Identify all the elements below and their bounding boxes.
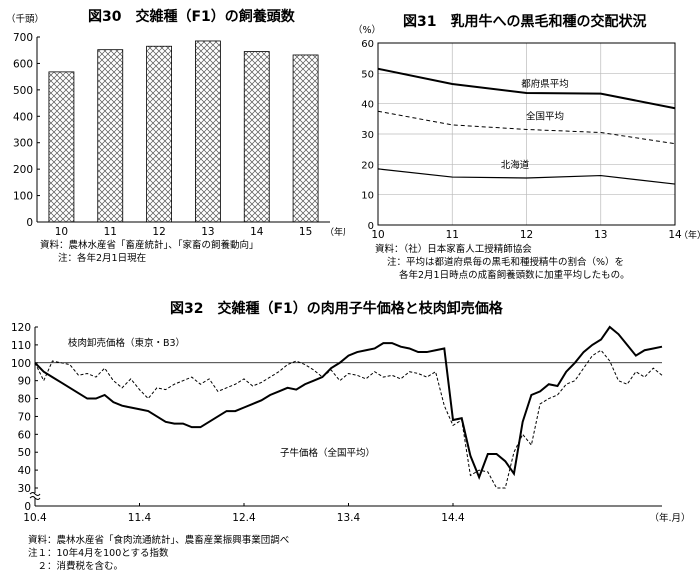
x-unit-label: （年.月） — [649, 512, 690, 524]
y-tick-label: 110 — [11, 340, 31, 352]
figure-32-chart: 0 30 40 50 60 70 80 90 100 110 120 10.4 11.4 12.4 13.4… — [11, 322, 691, 524]
bar — [243, 51, 270, 223]
y-tick-label: 120 — [11, 322, 31, 334]
figure-30-note: 注：各年2月1日現在 — [58, 253, 147, 264]
figure-32-source: 資料：農林水産省「食肉流通統計」、農畜産業振興事業団調べ — [28, 535, 290, 546]
y-tick-label: 60 — [361, 39, 374, 50]
figure-31-chart: 01020304050601011121314（%）（年）都府県平均全国平均北海… — [353, 24, 700, 241]
series-label: 枝肉卸売価格（東京・B3） — [68, 337, 185, 349]
y-unit-label: （千頭） — [6, 13, 44, 25]
figure-32-note-1: 注１：10年4月を100とする指数 — [28, 548, 169, 559]
y-tick-label: 30 — [18, 483, 31, 495]
x-tick-label: 10 — [55, 226, 68, 238]
figure-31-note-1: 注：平均は都道府県毎の黒毛和種授精牛の割合（%）を — [387, 257, 625, 268]
x-tick-label: 14.4 — [441, 512, 465, 524]
y-tick-label: 90 — [18, 376, 31, 388]
x-tick-label: 15 — [299, 226, 312, 238]
series-label: 全国平均 — [526, 110, 564, 122]
bar — [48, 71, 75, 223]
y-tick-label: 700 — [13, 32, 33, 44]
y-tick-label: 100 — [11, 358, 31, 370]
x-tick-label: 14 — [250, 226, 264, 238]
x-tick-label: 14 — [668, 229, 682, 241]
figure-30-chart: 0 100 200 300 400 500 600 700 （千頭） 10 11 12 13 14 15 （年… — [6, 13, 345, 238]
series-line — [34, 349, 663, 489]
series-line — [377, 168, 676, 185]
x-tick-label: 12 — [152, 226, 165, 238]
y-tick-label: 70 — [18, 411, 31, 423]
x-tick-label: 12.4 — [232, 512, 256, 524]
y-tick-label: 600 — [13, 58, 33, 70]
y-tick-label: 200 — [13, 164, 33, 176]
x-tick-label: 10.4 — [23, 512, 47, 524]
figure-32: 図32 交雑種（F1）の肉用子牛価格と枝肉卸売価格 0 30 40 50 60 70 80 9… — [0, 290, 700, 582]
series-label: 北海道 — [501, 159, 530, 171]
y-tick-label: 500 — [13, 85, 33, 97]
y-tick-label: 50 — [361, 69, 374, 80]
figure-31-title: 図31 乳用牛への黒毛和種の交配状況 — [403, 14, 647, 30]
figure-32-note-2: ２：消費税を含む。 — [28, 561, 124, 572]
figure-30-source: 資料：農林水産省「畜産統計」、「家畜の飼養動向」 — [40, 240, 259, 251]
series-label: 都府県平均 — [521, 78, 569, 90]
x-tick-label: 11 — [446, 229, 459, 241]
x-tick-label: 13.4 — [337, 512, 361, 524]
x-tick-label: 13 — [201, 226, 214, 238]
figure-31: 図31 乳用牛への黒毛和種の交配状況 0 10 20 30 40 50 60 10 11 12 13… — [345, 0, 700, 290]
series-label: 子牛価格（全国平均） — [280, 447, 375, 459]
x-tick-label: 11 — [104, 226, 117, 238]
y-tick-label: 400 — [13, 111, 33, 123]
x-unit-label: （年） — [679, 229, 700, 241]
y-tick-label: 0 — [24, 501, 31, 513]
series-line — [377, 110, 676, 145]
figure-30: 図30 交雑種（F1）の飼養頭数 0 100 200 300 400 500 600 700 （… — [0, 0, 345, 290]
bar — [97, 49, 124, 223]
figure-31-source: 資料：（社）日本家畜人工授精師協会 — [375, 244, 532, 255]
y-tick-label: 50 — [18, 447, 31, 459]
bar — [195, 40, 221, 223]
y-tick-label: 60 — [18, 429, 31, 441]
y-tick-label: 40 — [18, 465, 31, 477]
figure-30-title: 図30 交雑種（F1）の飼養頭数 — [88, 9, 295, 25]
bar — [146, 45, 172, 223]
x-tick-label: 12 — [520, 229, 533, 241]
x-unit-label: （年度） — [325, 226, 345, 238]
y-unit-label: （%） — [353, 24, 381, 36]
y-tick-label: 80 — [18, 394, 31, 406]
axis-break-mark — [29, 492, 41, 500]
y-tick-label: 20 — [361, 160, 374, 171]
y-tick-label: 300 — [13, 138, 33, 150]
y-tick-label: 30 — [361, 130, 374, 141]
figure-31-note-2: 各年2月1日時点の成畜飼養頭数に加重平均したもの。 — [399, 270, 630, 281]
y-tick-label: 10 — [361, 191, 374, 202]
x-tick-label: 10 — [371, 229, 384, 241]
figure-32-title: 図32 交雑種（F1）の肉用子牛価格と枝肉卸売価格 — [170, 301, 503, 317]
series-line — [377, 67, 676, 110]
bar — [292, 54, 319, 223]
series-line — [34, 325, 663, 481]
y-tick-label: 100 — [13, 191, 33, 203]
plot-frame — [377, 42, 676, 226]
x-tick-label: 13 — [594, 229, 607, 241]
y-tick-label: 40 — [361, 100, 374, 111]
y-tick-label: 0 — [26, 217, 33, 229]
y-tick-label: 0 — [368, 221, 374, 232]
x-tick-label: 11.4 — [128, 512, 152, 524]
